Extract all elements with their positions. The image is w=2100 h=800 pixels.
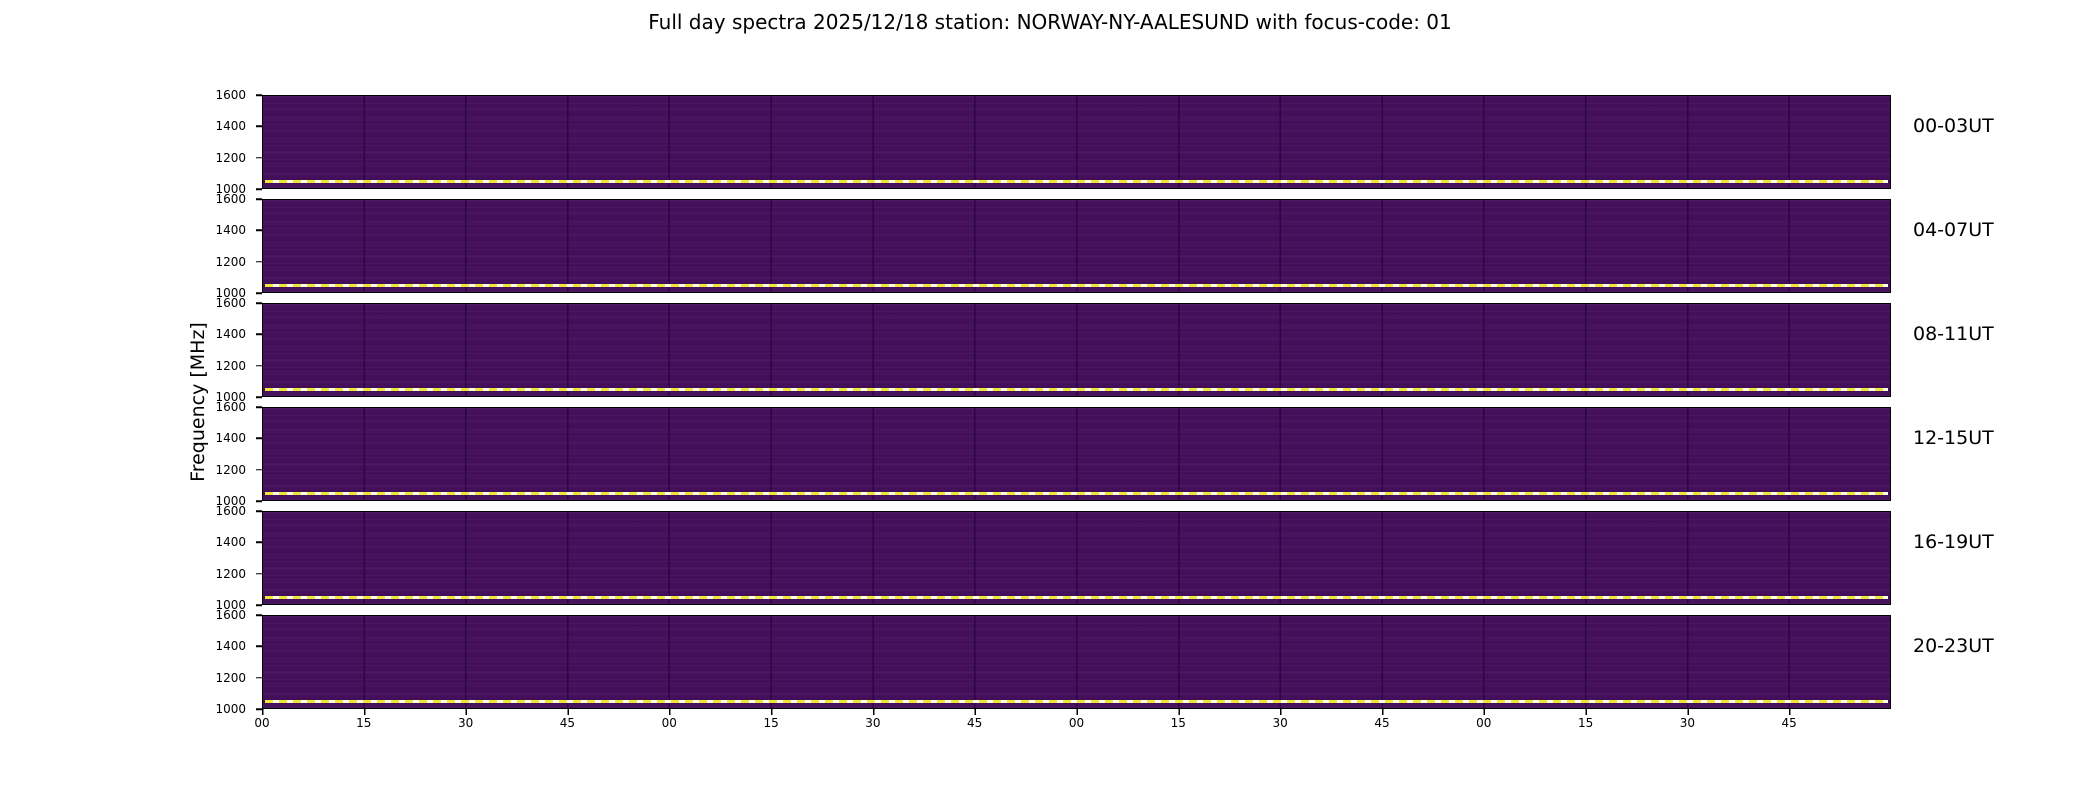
y-axis-ticks: 1600 1400 1200 1000: [172, 609, 254, 715]
panel-time-label: 00-03UT: [1913, 115, 1994, 137]
y-tick-label: 1600: [215, 296, 246, 310]
y-tick-label: 1200: [215, 670, 246, 685]
x-tick-label: 30: [1679, 716, 1696, 730]
y-tick-label: 1200: [215, 254, 246, 269]
heatmap-canvas: [262, 407, 1891, 501]
x-tick-label: 30: [1272, 716, 1288, 730]
y-tick-label: 1200: [215, 358, 246, 373]
reference-line: [265, 492, 1888, 495]
x-tick-label: 00: [1476, 716, 1492, 730]
panel-time-label: 20-23UT: [1913, 635, 1994, 657]
y-tick-label: 1200: [215, 462, 246, 477]
x-axis-ticks: [262, 709, 1891, 715]
reference-line: [265, 596, 1888, 599]
y-tick-label: 1400: [215, 639, 246, 654]
heatmap-canvas: [262, 511, 1891, 605]
spectrogram-panel: 1600 1400 1200 1000 16-19UT: [215, 505, 1993, 611]
panel-time-label: 08-11UT: [1913, 323, 1994, 345]
heatmap-canvas: [262, 303, 1891, 397]
spectrogram-panel: 1600 1400 1200 1000 08-11UT: [215, 297, 1993, 403]
reference-line: [265, 388, 1888, 391]
y-tick-label: 1400: [215, 431, 246, 446]
reference-line: [265, 284, 1888, 287]
spectrogram-panel: 1600 1400 1200 1000 00-03UT: [215, 89, 1993, 195]
reference-line: [265, 700, 1888, 703]
x-tick-label: 00: [1068, 716, 1085, 730]
x-tick-label: 45: [1374, 716, 1390, 730]
y-axis-ticks: 1600 1400 1200 1000: [172, 297, 254, 403]
x-tick-label: 15: [763, 716, 779, 730]
heatmap-canvas: [262, 95, 1891, 189]
x-tick-label: 15: [1577, 716, 1594, 730]
y-tick-label: 1400: [215, 327, 246, 342]
y-tick-label: 1400: [215, 223, 246, 238]
panel-time-label: 04-07UT: [1913, 219, 1994, 241]
x-tick-label: 15: [1170, 716, 1186, 730]
y-tick-label: 1600: [215, 88, 246, 102]
reference-line: [265, 180, 1888, 183]
y-axis-ticks: 1600 1400 1200 1000: [172, 505, 254, 611]
spectrogram-panel: 1600 1400 1200 1000 20-23UT: [215, 609, 1993, 715]
y-tick-label: 1600: [215, 608, 246, 622]
y-axis-ticks: 1600 1400 1200 1000: [172, 193, 254, 299]
x-tick-label: 00: [661, 716, 677, 730]
panel-time-label: 16-19UT: [1913, 531, 1994, 553]
x-tick-label: 00: [254, 716, 270, 730]
y-tick-label: 1200: [215, 150, 246, 165]
heatmap-canvas: [262, 199, 1891, 293]
spectrogram-panel: 1600 1400 1200 1000 04-07UT: [215, 193, 1993, 299]
spectrogram-panel: 1600 1400 1200 1000 12-15UT: [215, 401, 1993, 507]
y-tick-label: 1400: [215, 119, 246, 134]
x-axis-tick-labels: 00 15 30 45 00 15 30 45 00 15 30 45 00 1…: [0, 717, 2100, 733]
x-tick-label: 15: [356, 716, 372, 730]
y-axis-ticks: 1600 1400 1200 1000: [172, 401, 254, 507]
x-tick-label: 30: [457, 716, 474, 730]
y-tick-label: 1400: [215, 535, 246, 550]
y-tick-label: 1600: [215, 400, 246, 414]
y-tick-label: 1600: [215, 192, 246, 206]
x-tick-label: 45: [559, 716, 576, 730]
chart-title: Full day spectra 2025/12/18 station: NOR…: [648, 10, 1452, 34]
y-axis-ticks: 1600 1400 1200 1000: [172, 89, 254, 195]
y-tick-label: 1600: [215, 504, 246, 518]
x-tick-label: 30: [865, 716, 881, 730]
panel-time-label: 12-15UT: [1913, 427, 1994, 449]
heatmap-canvas: [262, 615, 1891, 709]
y-tick-label: 1000: [215, 702, 246, 716]
x-tick-label: 45: [1781, 716, 1797, 730]
y-tick-label: 1200: [215, 566, 246, 581]
x-tick-label: 45: [967, 716, 983, 730]
